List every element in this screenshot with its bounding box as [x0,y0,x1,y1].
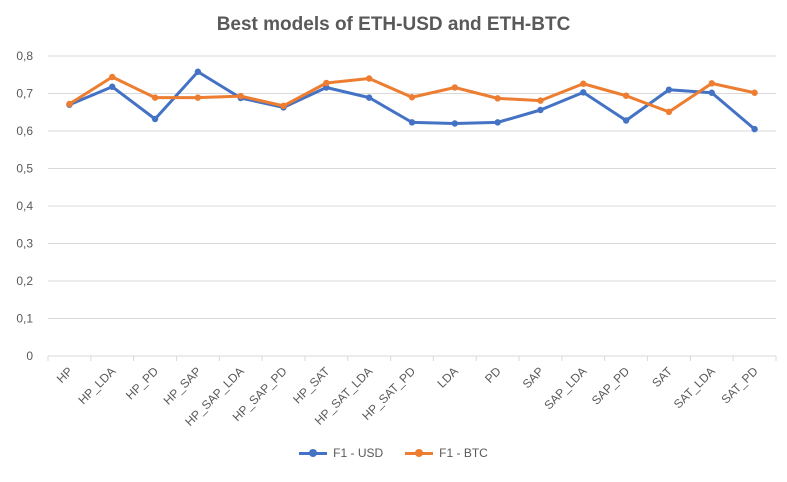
legend-swatch [405,448,434,457]
x-tick-label: SAT_PD [718,364,761,407]
data-point [323,84,330,91]
x-tick-label: HP_LDA [75,364,118,407]
y-tick-labels: 0 0,1 0,2 0,3 0,4 0,5 0,6 0,7 0,8 [16,49,33,363]
data-point [109,83,116,90]
data-point [237,92,244,100]
data-point [323,79,330,87]
data-point [151,94,159,101]
data-point [151,115,159,123]
legend-swatch [299,448,328,457]
x-tick-label: PD [482,364,504,386]
legend-label: F1 - USD [333,446,384,460]
x-tick-label: HP_SAT [290,364,333,407]
data-point [194,94,202,101]
legend-item: F1 - BTC [405,446,488,460]
y-tick-label: 0,5 [16,162,33,176]
x-tick-label: SAP_PD [589,364,633,408]
x-tick-label: HP_PD [123,364,161,402]
data-point [408,119,416,126]
y-tick-label: 0,4 [16,199,33,213]
x-tick-label: HP [54,364,76,386]
x-tick-label: SAT_LDA [671,364,718,411]
data-point [665,86,673,93]
data-point [665,108,673,116]
data-point [708,80,715,87]
legend-marker [415,448,424,457]
x-tick-label: SAT [649,364,675,390]
data-point [66,100,73,108]
legend: F1 - USD F1 - BTC [0,446,787,460]
data-point [408,94,416,101]
data-point [194,68,202,75]
series-layer [66,68,758,133]
data-point [751,89,758,96]
data-point [580,80,587,87]
y-tick-label: 0,8 [16,49,33,63]
data-point [622,92,630,99]
data-point [365,75,373,82]
legend-marker [309,448,318,457]
gridlines [47,55,777,361]
legend-label: F1 - BTC [439,446,488,460]
data-point [537,106,544,114]
data-point [451,120,459,127]
data-point [280,102,287,110]
y-tick-label: 0,7 [16,87,33,101]
x-tick-label: HP_SAP [161,364,204,407]
legend-item: F1 - USD [299,446,383,460]
data-point [365,94,373,101]
y-tick-label: 0,2 [16,274,33,288]
data-point [580,89,587,96]
y-tick-label: 0,3 [16,237,33,251]
data-point [451,84,459,91]
data-point [494,119,501,126]
data-point [751,125,758,133]
data-point [622,117,630,124]
data-point [494,95,501,102]
data-point [708,89,715,96]
data-point [109,73,116,81]
data-point [537,97,544,104]
y-tick-label: 0 [26,349,33,363]
x-tick-label: SAP_LDA [541,364,589,412]
x-tick-label: SAP [520,364,547,391]
x-tick-label: LDA [435,364,461,390]
y-tick-label: 0,6 [16,124,33,138]
chart-title: Best models of ETH-USD and ETH-BTC [216,14,571,35]
y-tick-label: 0,1 [16,312,33,326]
